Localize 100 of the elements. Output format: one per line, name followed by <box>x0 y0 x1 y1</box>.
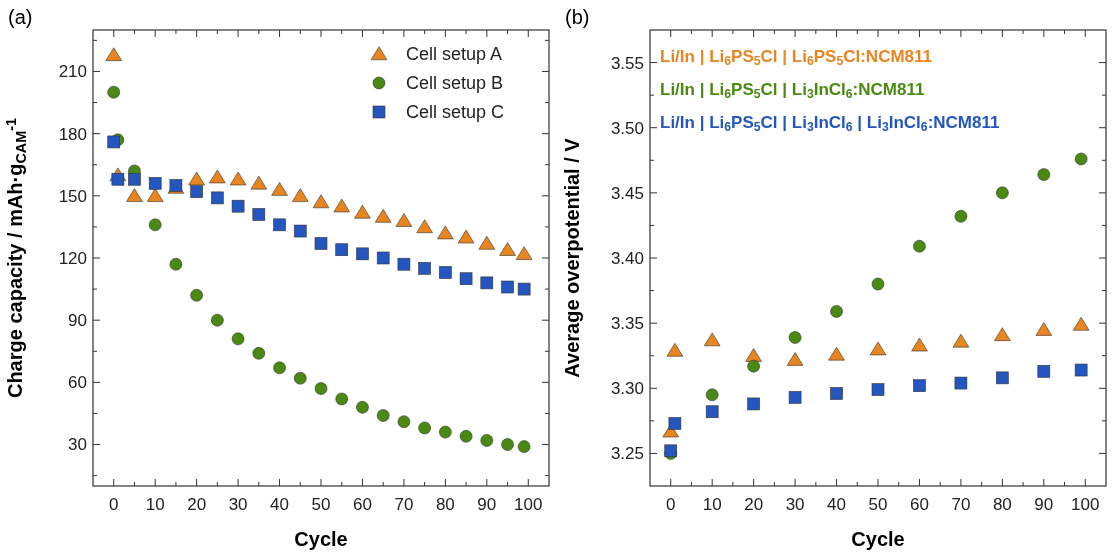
point <box>747 359 760 373</box>
point <box>501 438 514 451</box>
text: Li/In | Li$_{6}$PS$_{5}$Cl | Li$_{3}$InCl$_{6}$ | Li$_{3}$InCl$_{6}$:NCM811 <box>660 112 1000 134</box>
y-tick-label: 210 <box>58 62 87 82</box>
point <box>395 213 413 227</box>
point <box>952 333 970 348</box>
point <box>146 188 164 202</box>
point <box>830 305 843 318</box>
y-tick-label: 150 <box>58 186 87 206</box>
x-tick-label: 20 <box>744 495 764 514</box>
point <box>480 434 494 447</box>
point <box>271 182 288 196</box>
point <box>871 383 885 396</box>
x-tick-label: 90 <box>477 495 497 514</box>
point <box>869 341 887 356</box>
point <box>996 371 1009 385</box>
point <box>480 276 494 290</box>
point <box>499 242 516 256</box>
point <box>293 224 307 238</box>
point <box>190 289 203 302</box>
point <box>1037 168 1051 181</box>
point <box>459 429 473 443</box>
point <box>1072 316 1090 331</box>
point <box>437 225 454 240</box>
point <box>250 175 268 190</box>
point <box>788 391 802 404</box>
x-tick-label: 80 <box>992 495 1012 514</box>
point <box>830 387 843 400</box>
x-tick-label: 0 <box>665 495 676 514</box>
point <box>705 388 719 402</box>
point <box>128 172 141 186</box>
point <box>416 219 433 233</box>
point <box>1037 365 1051 378</box>
point <box>273 218 286 232</box>
x-tick-label: 30 <box>228 495 248 514</box>
y-tick-label: 90 <box>68 311 87 331</box>
point <box>1074 363 1088 377</box>
point <box>252 208 266 221</box>
text: Li/In | Li$_{6}$PS$_{5}$Cl | Li$_{6}$PS$_{5}$Cl:NCM811 <box>660 46 932 68</box>
point <box>459 272 473 286</box>
point <box>418 421 431 435</box>
point <box>126 188 143 202</box>
point <box>190 185 203 198</box>
x-axis-title: Cycle <box>294 528 348 550</box>
point <box>354 204 371 219</box>
x-tick-label: 20 <box>187 495 207 514</box>
x-tick-label: 10 <box>145 495 165 514</box>
point <box>292 188 309 202</box>
point <box>911 337 928 352</box>
point <box>913 379 926 392</box>
point <box>376 409 390 422</box>
point <box>439 266 452 279</box>
point <box>293 371 307 385</box>
point <box>397 257 411 271</box>
point <box>211 191 224 205</box>
point <box>107 85 121 99</box>
point <box>954 210 968 223</box>
x-tick-label: 90 <box>1034 495 1054 514</box>
point <box>703 332 721 347</box>
point <box>169 257 183 271</box>
point <box>705 405 719 419</box>
x-tick-label: 60 <box>909 495 929 514</box>
y-tick-label: 3.35 <box>610 314 644 334</box>
point <box>871 277 885 291</box>
x-tick-label: 100 <box>514 495 543 514</box>
point <box>418 262 431 275</box>
point <box>314 237 328 250</box>
y-tick-label: 3.45 <box>610 183 644 203</box>
point <box>788 331 802 344</box>
legend-label: Cell setup B <box>406 73 504 94</box>
point <box>1074 152 1088 166</box>
point <box>229 171 247 186</box>
y-tick-label: 3.50 <box>610 118 644 138</box>
point <box>231 332 245 346</box>
point <box>913 239 926 253</box>
point <box>666 343 684 357</box>
point <box>356 247 369 261</box>
point <box>501 280 514 294</box>
point <box>786 352 804 366</box>
point <box>1035 322 1053 336</box>
x-tick-label: 100 <box>1071 495 1100 514</box>
point <box>374 209 392 223</box>
y-tick-label: 60 <box>68 373 87 393</box>
y-tick-label: 180 <box>58 124 87 144</box>
x-axis-title: Cycle <box>851 528 905 550</box>
x-tick-label: 70 <box>394 495 414 514</box>
x-tick-label: 40 <box>827 495 847 514</box>
point <box>188 171 205 186</box>
point <box>312 194 330 209</box>
y-axis-title: Average overpotential / V <box>561 137 583 378</box>
point <box>517 440 531 453</box>
point <box>996 186 1009 200</box>
point <box>252 347 266 360</box>
point <box>439 425 452 439</box>
point <box>954 376 968 390</box>
point <box>111 172 125 186</box>
point <box>376 251 390 265</box>
point <box>828 346 845 361</box>
legend-label: Cell setup A <box>406 44 503 65</box>
point <box>356 400 369 414</box>
